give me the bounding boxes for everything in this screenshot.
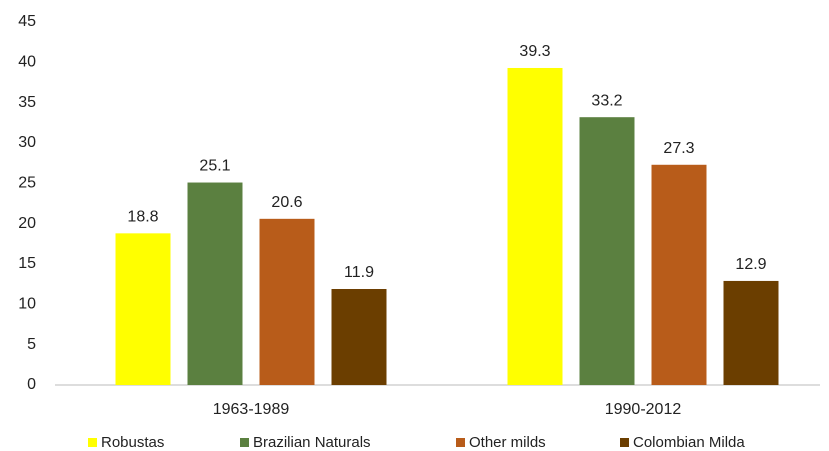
y-tick-label: 35: [18, 94, 36, 111]
data-label: 20.6: [271, 194, 302, 211]
bar: [579, 117, 635, 385]
data-label: 12.9: [735, 256, 766, 273]
bar: [651, 164, 707, 385]
y-tick-label: 40: [18, 54, 36, 71]
x-tick-label: 1963-1989: [213, 401, 290, 418]
data-label: 18.8: [127, 209, 158, 226]
y-tick-label: 5: [27, 336, 36, 353]
bar: [507, 67, 563, 385]
y-tick-label: 20: [18, 215, 36, 232]
data-label: 11.9: [344, 264, 374, 281]
y-tick-label: 0: [27, 376, 36, 393]
data-label: 25.1: [199, 158, 230, 175]
legend-label: Robustas: [101, 434, 164, 451]
y-tick-label: 15: [18, 255, 36, 272]
data-label: 39.3: [519, 43, 550, 60]
bar: [723, 280, 779, 385]
legend: Robustas Brazilian Naturals Other milds Col…: [88, 434, 745, 451]
legend-swatch: [620, 438, 629, 447]
y-tick-label: 25: [18, 175, 36, 192]
legend-label: Brazilian Naturals: [253, 434, 371, 451]
legend-label: Colombian Milda: [633, 434, 745, 451]
bar: [331, 289, 387, 385]
x-tick-label: 1990-2012: [605, 401, 682, 418]
data-label: 33.2: [591, 92, 622, 109]
y-tick-label: 10: [18, 296, 36, 313]
bar: [259, 218, 315, 385]
y-tick-label: 30: [18, 134, 36, 151]
legend-label: Other milds: [469, 434, 546, 451]
bar: [115, 233, 171, 385]
legend-swatch: [240, 438, 249, 447]
y-tick-label: 45: [18, 13, 36, 30]
legend-swatch: [456, 438, 465, 447]
legend-swatch: [88, 438, 97, 447]
bar: [187, 182, 243, 385]
data-label: 27.3: [663, 140, 694, 157]
